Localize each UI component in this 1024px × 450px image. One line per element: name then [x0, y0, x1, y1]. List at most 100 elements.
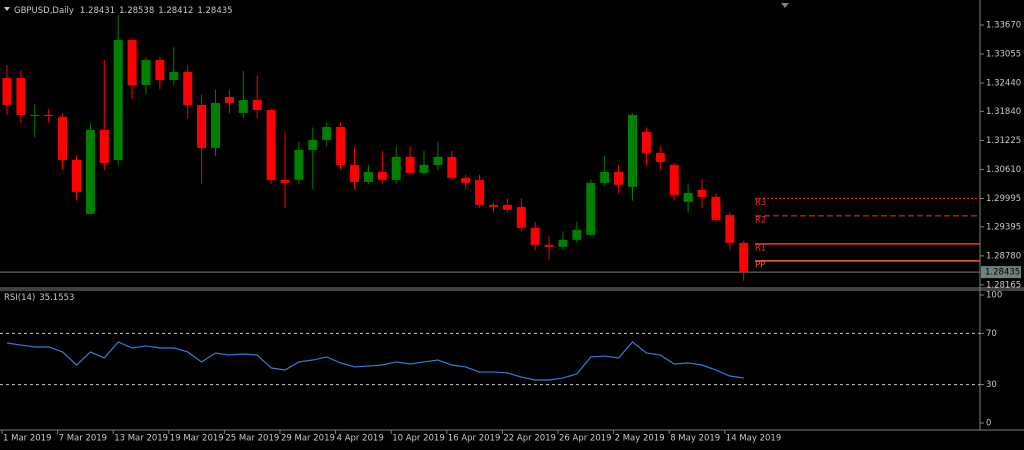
- candle-body: [141, 59, 151, 85]
- candle-body: [405, 156, 415, 173]
- x-tick-label: 22 Apr 2019: [503, 434, 556, 444]
- x-tick-label: 29 Mar 2019: [281, 434, 335, 444]
- pivot-label: PP: [755, 260, 765, 270]
- candle-body: [322, 126, 332, 140]
- candle-body: [475, 179, 485, 205]
- rsi-line: [6, 341, 744, 381]
- indicator-name: RSI(14): [4, 293, 35, 303]
- candle-body: [600, 171, 610, 183]
- candle-body: [72, 159, 81, 192]
- candle-body: [725, 214, 735, 243]
- indicator-title: RSI(14) 35.1553: [4, 293, 74, 303]
- candle-body: [628, 114, 637, 187]
- candle-body: [155, 59, 165, 80]
- candle-body: [58, 116, 68, 160]
- candle-body: [363, 171, 373, 182]
- candle-body: [558, 239, 568, 247]
- candle-body: [224, 96, 234, 103]
- indicator-value: 35.1553: [39, 293, 74, 303]
- y-tick-label: 100: [986, 291, 1002, 301]
- candle-body: [2, 77, 12, 105]
- y-tick-label: 1.32440: [986, 79, 1021, 89]
- quote: 1.28538: [119, 6, 154, 16]
- candle-body: [544, 244, 554, 247]
- y-tick-label: 1.31840: [986, 107, 1021, 117]
- candle-body: [197, 104, 207, 148]
- candle-body: [238, 99, 248, 113]
- candle-body: [711, 196, 721, 220]
- pivot-label: R3: [755, 198, 766, 208]
- last-price-box: [981, 266, 1021, 279]
- candle-body: [350, 164, 359, 182]
- candle-body: [183, 71, 193, 105]
- y-tick-label: 1.33055: [986, 50, 1021, 60]
- x-tick-label: 1 Mar 2019: [3, 434, 51, 444]
- x-tick-label: 13 Mar 2019: [114, 434, 168, 444]
- y-tick-label: 0: [986, 419, 991, 429]
- y-tick-label: 1.28165: [986, 280, 1021, 290]
- candle-body: [127, 40, 137, 85]
- candle-body: [30, 114, 40, 117]
- candle-body: [489, 204, 498, 207]
- y-tick-label: 1.28780: [986, 251, 1021, 261]
- shift-marker: [781, 3, 789, 8]
- x-tick-label: 7 Mar 2019: [59, 434, 107, 444]
- y-tick-label: 1.30610: [986, 165, 1021, 175]
- x-tick-label: 19 Mar 2019: [170, 434, 224, 444]
- x-tick-label: 14 May 2019: [726, 434, 781, 444]
- y-tick-label: 1.29395: [986, 222, 1021, 232]
- quote: 1.28431: [80, 6, 115, 16]
- candle-body: [516, 206, 526, 228]
- candle-body: [433, 156, 443, 165]
- y-tick-label: 1.31225: [986, 136, 1021, 146]
- candle-body: [461, 177, 471, 183]
- x-tick-label: 25 Mar 2019: [225, 434, 279, 444]
- candle-body: [641, 131, 651, 153]
- candle-body: [697, 189, 707, 197]
- candle-body: [377, 171, 387, 180]
- chart-header: GBPUSD,Daily 1.28431 1.28538 1.28412 1.28435: [14, 6, 233, 16]
- y-tick-label: 1.29995: [986, 194, 1021, 204]
- last-price-label: 1.28435: [985, 268, 1020, 278]
- candle-body: [669, 164, 679, 195]
- x-tick-label: 26 Apr 2019: [559, 434, 612, 444]
- candle-body: [169, 71, 179, 80]
- candle-body: [294, 149, 304, 180]
- candle-body: [586, 182, 596, 235]
- candle-body: [113, 40, 123, 160]
- candle-body: [614, 171, 624, 185]
- candle-body: [655, 152, 665, 162]
- quote: 1.28412: [158, 6, 193, 16]
- candle-body: [739, 242, 749, 273]
- x-tick-label: 2 May 2019: [615, 434, 665, 444]
- x-tick-label: 4 Apr 2019: [337, 434, 384, 444]
- pivot-label: R1: [755, 243, 766, 253]
- candle-body: [308, 139, 318, 150]
- x-tick-label: 8 May 2019: [670, 434, 720, 444]
- candle-body: [683, 192, 693, 202]
- candle-body: [266, 109, 276, 180]
- x-tick-label: 10 Apr 2019: [392, 434, 445, 444]
- symbol-arrow: [4, 7, 10, 11]
- candle-body: [572, 229, 582, 240]
- candle-body: [85, 129, 95, 214]
- candle-body: [530, 227, 540, 245]
- candle-body: [99, 129, 109, 163]
- candle-body: [419, 164, 429, 173]
- quote: 1.28435: [197, 6, 232, 16]
- candle-body: [280, 179, 290, 183]
- candle-body: [211, 102, 220, 148]
- candle-body: [44, 114, 54, 117]
- chart-title: GBPUSD,Daily: [14, 6, 74, 16]
- y-tick-label: 1.33670: [986, 20, 1021, 30]
- candle-body: [447, 156, 457, 178]
- candle-body: [252, 99, 262, 110]
- candle-body: [502, 204, 512, 210]
- candle-body: [391, 156, 401, 180]
- candle-body: [336, 126, 346, 165]
- candle-body: [16, 77, 26, 115]
- x-tick-label: 16 Apr 2019: [448, 434, 501, 444]
